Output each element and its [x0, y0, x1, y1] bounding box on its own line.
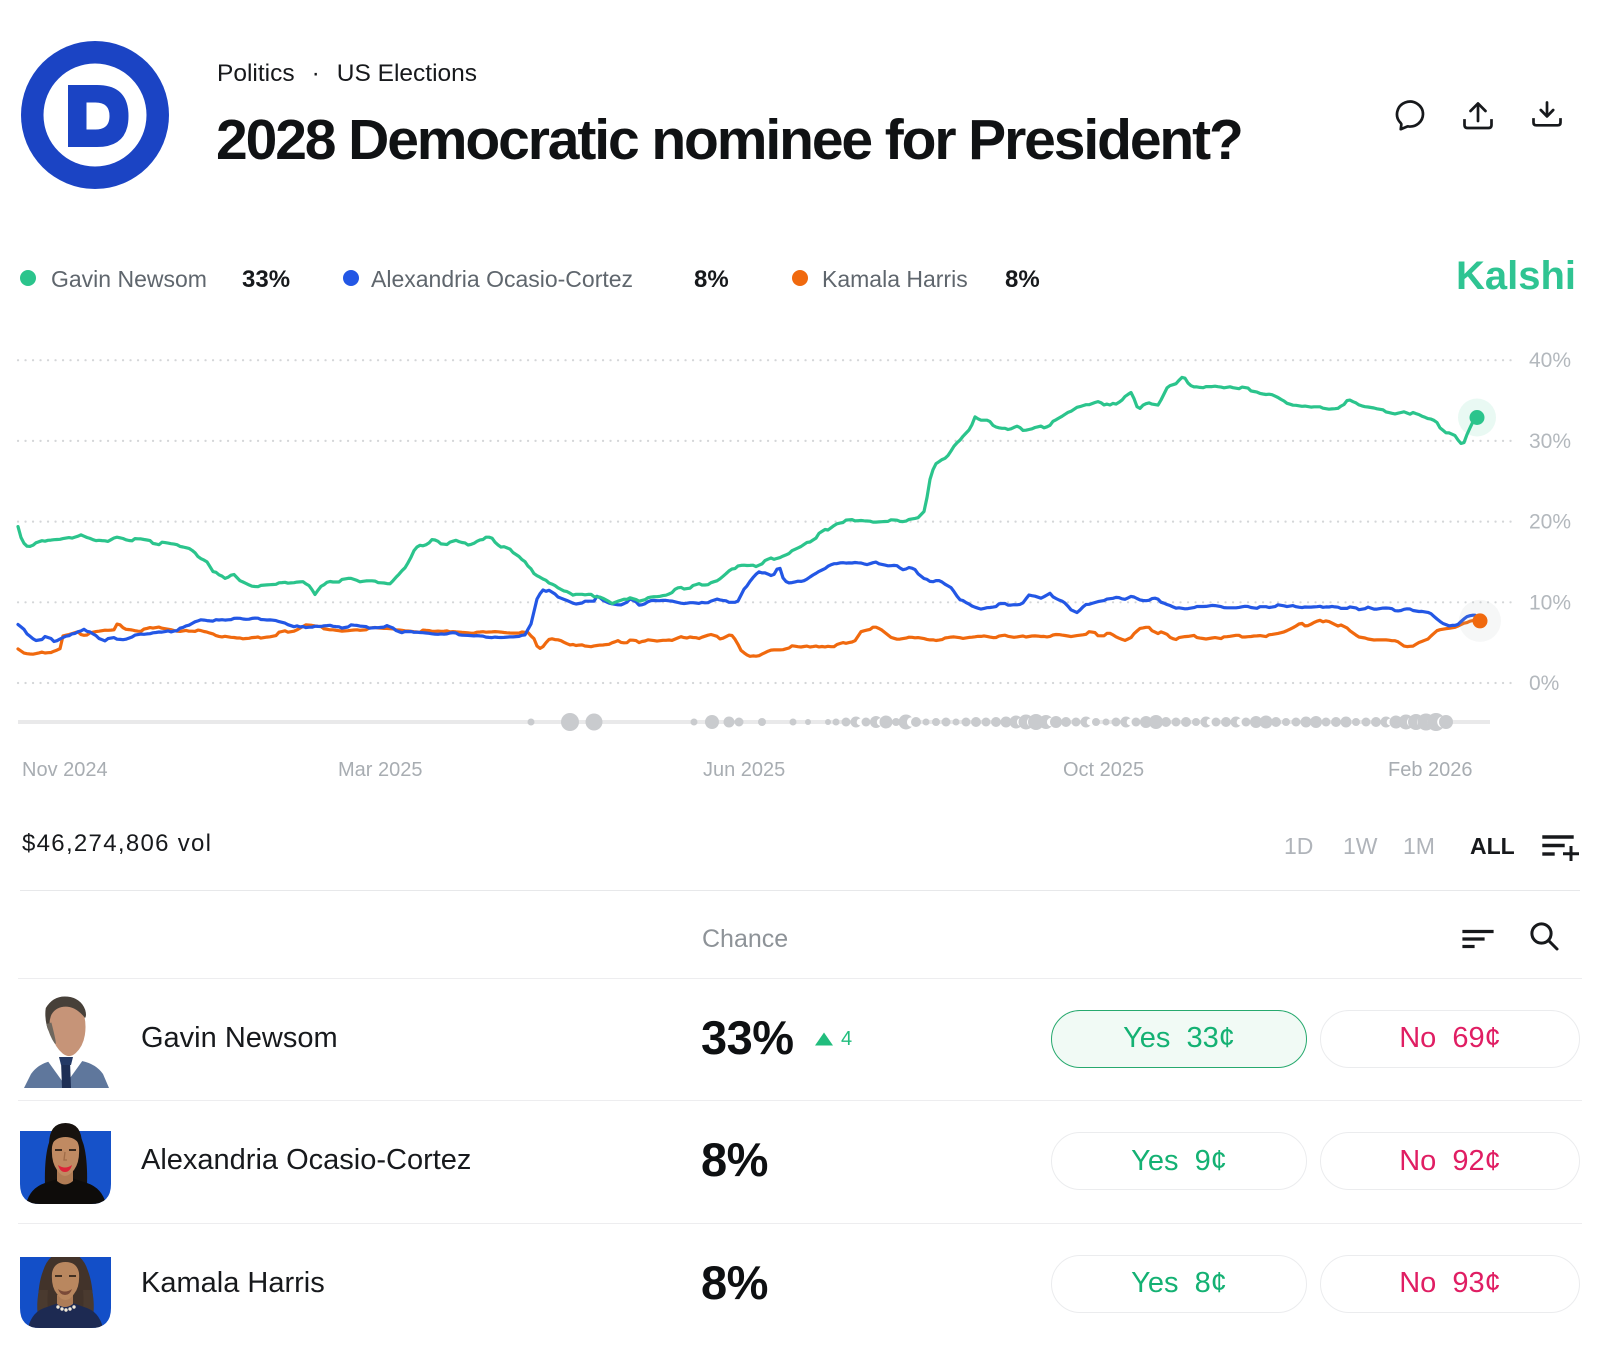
- svg-text:Nov 2024: Nov 2024: [22, 759, 108, 781]
- svg-text:Mar 2025: Mar 2025: [338, 759, 423, 781]
- svg-text:20%: 20%: [1529, 511, 1571, 534]
- svg-text:10%: 10%: [1529, 591, 1571, 614]
- svg-text:Feb 2026: Feb 2026: [1388, 759, 1473, 781]
- svg-text:0%: 0%: [1529, 672, 1559, 695]
- svg-text:30%: 30%: [1529, 430, 1571, 453]
- svg-text:Jun 2025: Jun 2025: [703, 759, 785, 781]
- svg-text:Oct 2025: Oct 2025: [1063, 759, 1144, 781]
- svg-text:40%: 40%: [1529, 349, 1571, 372]
